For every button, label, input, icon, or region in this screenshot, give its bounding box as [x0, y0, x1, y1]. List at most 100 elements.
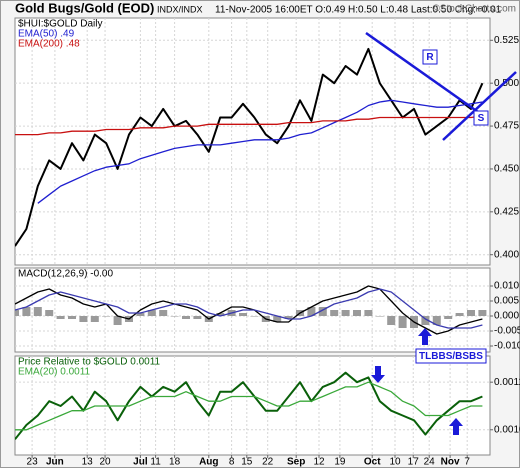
y-tick-label: -0.005	[494, 326, 520, 337]
histogram-bar	[113, 316, 122, 325]
x-tick-label: 22	[262, 457, 274, 468]
series-line	[15, 288, 483, 329]
x-tick-label: 8	[229, 457, 235, 468]
y-tick-label: 0.010	[494, 281, 519, 292]
histogram-bar	[341, 310, 350, 316]
y-tick-label: 0.450	[494, 164, 519, 175]
histogram-bar	[330, 310, 339, 316]
histogram-bar	[79, 316, 88, 322]
x-tick-label: 7	[464, 457, 470, 468]
histogram-bar	[307, 307, 316, 316]
overlay: R S TLBBS/BSBS	[365, 31, 517, 435]
histogram-bar	[375, 316, 384, 317]
x-tick-label: 10	[389, 457, 401, 468]
series-line	[15, 47, 484, 247]
x-tick-label: 11	[150, 457, 161, 468]
y-tick-label: 0.005	[494, 296, 519, 307]
x-tick-label: 18	[169, 457, 181, 468]
histogram-bar	[387, 316, 396, 325]
x-tick-label: 17	[408, 457, 420, 468]
series-line	[15, 371, 483, 440]
plot-area	[15, 47, 484, 247]
histogram-bar	[33, 307, 42, 316]
x-tick-label: 13	[82, 457, 94, 468]
series-line	[15, 115, 483, 136]
histogram-bar	[478, 310, 487, 316]
annotation: TLBBS/BSBS	[419, 351, 483, 362]
annotation: S	[478, 113, 485, 124]
histogram-bar	[216, 313, 225, 316]
credit: ©StockCharts.com	[432, 4, 516, 15]
arrow	[449, 418, 463, 435]
histogram-bar	[147, 310, 156, 316]
legend-entry: $HUI:$GOLD Daily	[18, 19, 102, 30]
legend-entry: EMA(20) 0.0011	[18, 367, 91, 378]
label-box	[415, 348, 487, 364]
resistance-line	[365, 31, 479, 114]
y-tick-label: 0.0011	[494, 377, 520, 388]
histogram-bar	[90, 316, 99, 322]
x-tick-label: 23	[27, 457, 39, 468]
histogram-bar	[45, 310, 54, 316]
y-tick-label: -0.010	[494, 341, 520, 352]
histogram-bar	[421, 316, 430, 325]
histogram-bar	[432, 316, 441, 325]
histogram-bar	[22, 307, 31, 316]
x-tick-label: Nov	[441, 457, 460, 468]
y-tick-label: 0.400	[494, 249, 519, 260]
series-line	[15, 381, 483, 431]
x-tick-label: 15	[241, 457, 253, 468]
panel	[14, 17, 491, 266]
series-line	[37, 99, 483, 204]
histogram-bar	[239, 313, 247, 316]
histogram-bar	[467, 310, 475, 316]
label-box	[422, 49, 438, 65]
plot-area	[15, 285, 487, 335]
legend-entry: EMA(50) .49	[18, 29, 75, 40]
legend-entry: EMA(200) .48	[18, 39, 80, 50]
y-tick-label: 0.425	[494, 206, 519, 217]
legend-entry: Price Relative to $GOLD 0.0011	[18, 357, 161, 368]
x-tick-label: Aug	[199, 457, 218, 468]
chart-title: Gold Bugs/Gold (EOD)	[15, 0, 154, 15]
histogram-bar	[273, 316, 282, 322]
histogram-bar	[159, 310, 168, 316]
x-tick-label: Jul	[133, 457, 148, 468]
annotation: R	[426, 52, 434, 63]
histogram-bar	[68, 316, 76, 319]
x-tick-label: 20	[99, 457, 111, 468]
x-tick-label: Oct	[364, 457, 381, 468]
histogram-bar	[136, 313, 145, 316]
x-tick-label: 19	[334, 457, 346, 468]
histogram-bar	[193, 316, 202, 319]
panel	[14, 355, 491, 456]
histogram-bar	[170, 316, 179, 317]
y-tick-label: 0.000	[494, 311, 519, 322]
histogram-bar	[455, 313, 464, 316]
label-box	[473, 110, 489, 126]
y-tick-label: 0.475	[494, 121, 519, 132]
x-tick-label: 12	[313, 457, 325, 468]
plot-area	[15, 371, 483, 440]
histogram-bar	[398, 316, 407, 328]
series-line	[15, 285, 483, 335]
histogram-bar	[15, 310, 19, 316]
histogram-bar	[102, 316, 111, 317]
arrow	[371, 366, 385, 383]
panels: 0.400 0.425 0.450 0.475 0.500 0.525 $HUI:$GOLD…	[14, 17, 520, 468]
histogram-bar	[353, 310, 361, 316]
y-tick-label: 0.525	[494, 35, 519, 46]
histogram-bar	[364, 310, 373, 316]
histogram-bar	[182, 316, 190, 319]
histogram-bar	[444, 316, 453, 319]
quote-info: 11-Nov-2005 16:00ET O:0.49 H:0.50 L:0.48…	[215, 5, 502, 16]
x-tick-label: Jun	[46, 457, 64, 468]
support-line	[442, 71, 517, 141]
histogram-bar	[250, 316, 259, 317]
y-tick-label: 0.500	[494, 78, 519, 89]
histogram-bar	[318, 307, 327, 316]
arrow	[418, 328, 432, 345]
legend-entry: MACD(12,26,9) -0.00	[18, 269, 113, 280]
